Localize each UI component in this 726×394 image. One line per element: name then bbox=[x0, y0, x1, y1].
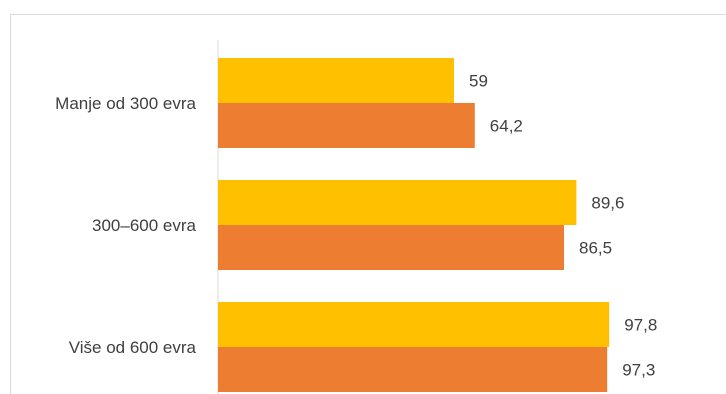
value-label: 97,8 bbox=[624, 316, 657, 335]
labels-group: Manje od 300 evra 59 64,2 300–600 evra 89,6 8… bbox=[55, 72, 657, 380]
bar bbox=[218, 180, 577, 225]
value-label: 59 bbox=[469, 72, 488, 91]
bar bbox=[218, 302, 610, 347]
chart-frame bbox=[10, 14, 726, 394]
bar bbox=[218, 58, 454, 103]
bars-group bbox=[218, 58, 610, 392]
category-label: Manje od 300 evra bbox=[55, 94, 196, 113]
category-label: Više od 600 evra bbox=[69, 338, 197, 357]
bar bbox=[218, 347, 608, 392]
bar bbox=[218, 225, 564, 270]
bar bbox=[218, 103, 475, 148]
category-label: 300–600 evra bbox=[92, 216, 197, 235]
value-label: 64,2 bbox=[490, 117, 523, 136]
value-label: 86,5 bbox=[579, 239, 612, 258]
value-label: 97,3 bbox=[622, 361, 655, 380]
value-label: 89,6 bbox=[591, 194, 624, 213]
